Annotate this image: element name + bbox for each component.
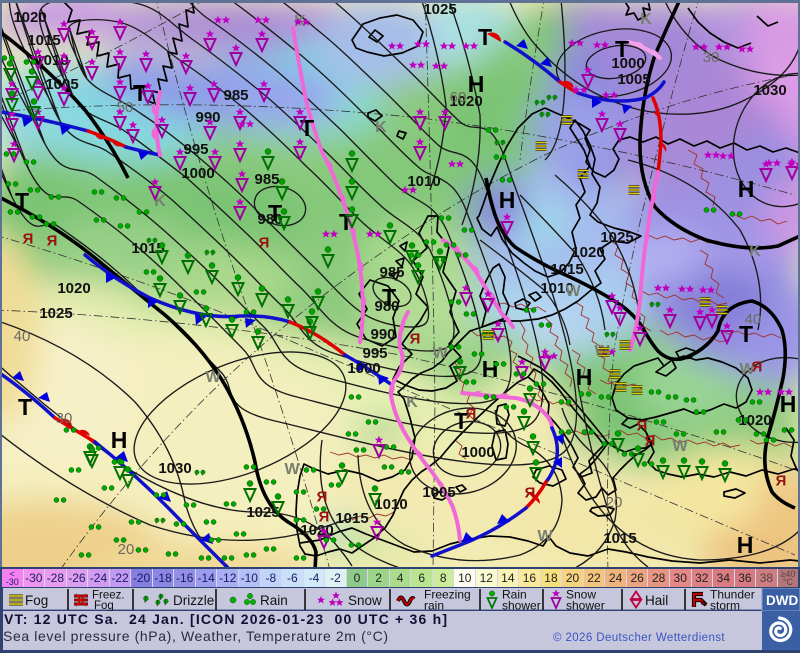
svg-text:W: W bbox=[284, 461, 300, 478]
svg-text:T: T bbox=[382, 284, 396, 310]
svg-text:T: T bbox=[15, 188, 29, 214]
svg-text:H: H bbox=[737, 532, 754, 558]
svg-text:1005: 1005 bbox=[617, 71, 650, 88]
svg-text:H: H bbox=[468, 71, 485, 97]
svg-text:T: T bbox=[739, 321, 753, 347]
svg-text:H: H bbox=[738, 176, 755, 202]
svg-text:W: W bbox=[739, 361, 755, 378]
svg-text:1020: 1020 bbox=[13, 9, 46, 26]
svg-text:1010: 1010 bbox=[540, 280, 573, 297]
svg-text:995: 995 bbox=[183, 141, 208, 158]
svg-text:Rain: Rain bbox=[502, 588, 527, 602]
svg-text:1025: 1025 bbox=[246, 504, 279, 521]
svg-text:1020: 1020 bbox=[300, 522, 333, 539]
svg-text:T: T bbox=[339, 209, 353, 235]
svg-text:W: W bbox=[432, 345, 448, 362]
svg-text:DWD: DWD bbox=[766, 593, 798, 608]
svg-text:985: 985 bbox=[223, 87, 248, 104]
svg-text:Fog: Fog bbox=[25, 593, 48, 608]
svg-text:1015: 1015 bbox=[27, 32, 60, 49]
svg-text:980: 980 bbox=[257, 211, 282, 228]
svg-text:T: T bbox=[18, 394, 32, 420]
svg-text:Freez.: Freez. bbox=[92, 590, 125, 602]
svg-text:985: 985 bbox=[379, 264, 404, 281]
svg-text:storm: storm bbox=[710, 599, 740, 612]
svg-text:T: T bbox=[268, 200, 282, 226]
svg-text:Rain: Rain bbox=[260, 593, 288, 608]
svg-text:1025: 1025 bbox=[423, 1, 456, 18]
svg-text:W: W bbox=[565, 283, 581, 300]
svg-text:H: H bbox=[482, 356, 499, 382]
svg-text:K: K bbox=[375, 119, 387, 136]
svg-text:K: K bbox=[749, 243, 761, 260]
svg-text:20: 20 bbox=[606, 494, 623, 511]
svg-text:H: H bbox=[499, 187, 516, 213]
svg-text:980: 980 bbox=[374, 298, 399, 315]
svg-text:T: T bbox=[615, 36, 629, 62]
svg-text:990: 990 bbox=[370, 326, 395, 343]
svg-text:K: K bbox=[154, 193, 166, 210]
svg-text:Snow: Snow bbox=[348, 593, 382, 608]
svg-text:60: 60 bbox=[450, 89, 467, 106]
svg-text:1000: 1000 bbox=[347, 360, 380, 377]
svg-text:1020: 1020 bbox=[57, 280, 90, 297]
svg-text:1030: 1030 bbox=[158, 460, 191, 477]
svg-text:1000: 1000 bbox=[611, 55, 644, 72]
svg-text:1010: 1010 bbox=[407, 173, 440, 190]
svg-text:1025: 1025 bbox=[39, 305, 72, 322]
svg-text:1010: 1010 bbox=[374, 496, 407, 513]
svg-text:1000: 1000 bbox=[461, 444, 494, 461]
svg-text:Thunder: Thunder bbox=[710, 588, 755, 602]
svg-text:Drizzle: Drizzle bbox=[173, 593, 214, 608]
svg-text:1020: 1020 bbox=[449, 93, 482, 110]
svg-text:K: K bbox=[406, 394, 418, 411]
svg-text:T: T bbox=[300, 115, 314, 141]
svg-text:1020: 1020 bbox=[571, 244, 604, 261]
svg-text:Snow: Snow bbox=[566, 588, 596, 602]
svg-text:H: H bbox=[111, 427, 128, 453]
svg-text:T: T bbox=[478, 24, 492, 50]
svg-text:Hail: Hail bbox=[645, 593, 668, 608]
svg-text:1020: 1020 bbox=[738, 412, 771, 429]
svg-text:W: W bbox=[672, 438, 688, 455]
svg-text:T: T bbox=[454, 408, 468, 434]
svg-text:30: 30 bbox=[56, 410, 73, 427]
svg-text:Fog: Fog bbox=[94, 600, 114, 611]
svg-text:40: 40 bbox=[14, 328, 31, 345]
svg-text:1015: 1015 bbox=[550, 261, 583, 278]
svg-text:995: 995 bbox=[362, 345, 387, 362]
svg-text:1025: 1025 bbox=[600, 229, 633, 246]
svg-text:30: 30 bbox=[703, 49, 720, 66]
svg-text:1015: 1015 bbox=[603, 530, 636, 547]
svg-text:W: W bbox=[205, 369, 221, 386]
svg-text:rain: rain bbox=[424, 599, 444, 612]
svg-text:985: 985 bbox=[254, 171, 279, 188]
svg-text:H: H bbox=[780, 391, 797, 417]
svg-text:Freezing: Freezing bbox=[424, 588, 471, 602]
svg-text:1005: 1005 bbox=[422, 484, 455, 501]
svg-text:1000: 1000 bbox=[181, 165, 214, 182]
svg-text:shower: shower bbox=[566, 599, 605, 612]
svg-text:W: W bbox=[537, 528, 553, 545]
svg-text:20: 20 bbox=[118, 541, 135, 558]
svg-text:990: 990 bbox=[195, 109, 220, 126]
svg-text:K: K bbox=[640, 11, 652, 28]
svg-text:1005: 1005 bbox=[45, 76, 78, 93]
svg-text:40: 40 bbox=[745, 311, 762, 328]
svg-text:T: T bbox=[133, 80, 147, 106]
svg-text:1015: 1015 bbox=[335, 510, 368, 527]
svg-text:1030: 1030 bbox=[753, 82, 786, 99]
svg-text:shower: shower bbox=[502, 599, 541, 612]
svg-text:H: H bbox=[576, 364, 593, 390]
